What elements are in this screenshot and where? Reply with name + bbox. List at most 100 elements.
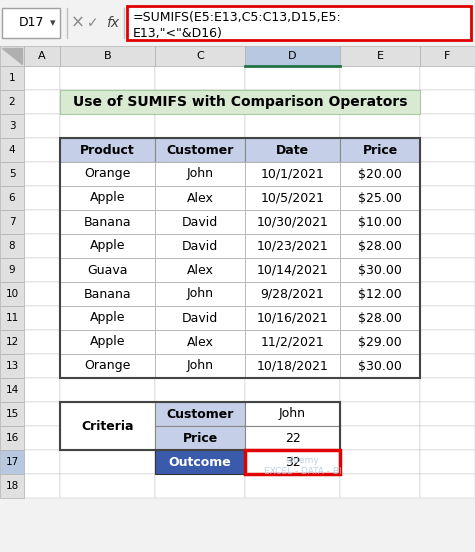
Bar	[420, 258, 475, 282]
Text: Alex: Alex	[187, 336, 213, 348]
Text: 6: 6	[9, 193, 15, 203]
Bar	[340, 354, 420, 378]
Text: Alex: Alex	[187, 263, 213, 277]
Text: Price: Price	[182, 432, 218, 444]
Bar	[60, 90, 155, 114]
Bar	[420, 66, 475, 90]
Text: 3: 3	[9, 121, 15, 131]
Bar	[245, 210, 340, 234]
Text: John: John	[279, 407, 306, 421]
Bar	[60, 402, 340, 450]
Bar	[340, 234, 420, 258]
Text: 13: 13	[5, 361, 19, 371]
Bar	[24, 46, 60, 66]
Bar	[60, 306, 155, 330]
Bar	[420, 426, 475, 450]
Bar	[0, 234, 24, 258]
Bar	[340, 426, 420, 450]
Bar	[60, 186, 155, 210]
Text: 16: 16	[5, 433, 19, 443]
Text: 10/16/2021: 10/16/2021	[256, 311, 328, 325]
Bar	[60, 378, 155, 402]
Bar	[24, 186, 60, 210]
Bar	[340, 450, 420, 474]
Text: fx: fx	[106, 16, 120, 30]
Bar	[245, 114, 340, 138]
Bar	[245, 450, 340, 474]
Bar	[60, 90, 420, 114]
Bar	[155, 162, 245, 186]
Bar	[60, 162, 155, 186]
Bar	[60, 234, 155, 258]
Bar	[60, 234, 155, 258]
Bar	[24, 306, 60, 330]
Bar	[245, 306, 340, 330]
Text: Guava: Guava	[87, 263, 128, 277]
Bar	[60, 282, 155, 306]
Bar	[155, 90, 245, 114]
Bar	[0, 46, 24, 66]
Bar	[0, 474, 24, 498]
Bar	[340, 138, 420, 162]
Bar	[60, 306, 155, 330]
Bar	[245, 258, 340, 282]
Bar	[340, 210, 420, 234]
Bar	[24, 282, 60, 306]
Bar	[24, 162, 60, 186]
Text: Apple: Apple	[90, 192, 125, 204]
Bar	[24, 474, 60, 498]
Text: Criteria: Criteria	[81, 420, 134, 433]
Text: 9: 9	[9, 265, 15, 275]
Bar	[155, 66, 245, 90]
Bar	[420, 186, 475, 210]
Bar	[420, 450, 475, 474]
Bar	[340, 258, 420, 282]
Text: 22: 22	[285, 432, 300, 444]
Bar	[24, 138, 60, 162]
Text: $25.00: $25.00	[358, 192, 402, 204]
Bar	[24, 426, 60, 450]
Text: Banana: Banana	[84, 215, 131, 229]
Bar	[24, 90, 60, 114]
Bar	[340, 330, 420, 354]
Bar	[155, 426, 245, 450]
Bar	[420, 306, 475, 330]
Bar	[245, 330, 340, 354]
Bar	[0, 138, 24, 162]
Text: 17: 17	[5, 457, 19, 467]
Bar	[340, 474, 420, 498]
Bar	[155, 210, 245, 234]
Bar	[340, 306, 420, 330]
Text: 10/18/2021: 10/18/2021	[256, 359, 328, 373]
Text: 10/1/2021: 10/1/2021	[261, 167, 324, 181]
Bar	[60, 258, 155, 282]
Bar	[340, 90, 420, 114]
Bar	[155, 186, 245, 210]
Text: John: John	[187, 359, 213, 373]
Bar	[420, 474, 475, 498]
Bar	[0, 186, 24, 210]
Text: $29.00: $29.00	[358, 336, 402, 348]
Bar	[245, 186, 340, 210]
Bar	[24, 210, 60, 234]
Bar	[24, 450, 60, 474]
Bar	[60, 210, 155, 234]
Bar	[420, 46, 475, 66]
Bar	[0, 306, 24, 330]
Bar	[155, 234, 245, 258]
Text: Product: Product	[80, 144, 135, 157]
Bar	[155, 306, 245, 330]
Text: David: David	[182, 215, 218, 229]
Text: 1: 1	[9, 73, 15, 83]
Text: $30.00: $30.00	[358, 359, 402, 373]
Text: 5: 5	[9, 169, 15, 179]
Bar	[60, 138, 420, 378]
Bar	[340, 66, 420, 90]
Bar	[127, 6, 471, 40]
Bar	[245, 402, 340, 426]
Text: A: A	[38, 51, 46, 61]
Text: Customer: Customer	[166, 144, 234, 157]
Bar	[155, 162, 245, 186]
Bar	[340, 402, 420, 426]
Bar	[245, 450, 340, 474]
